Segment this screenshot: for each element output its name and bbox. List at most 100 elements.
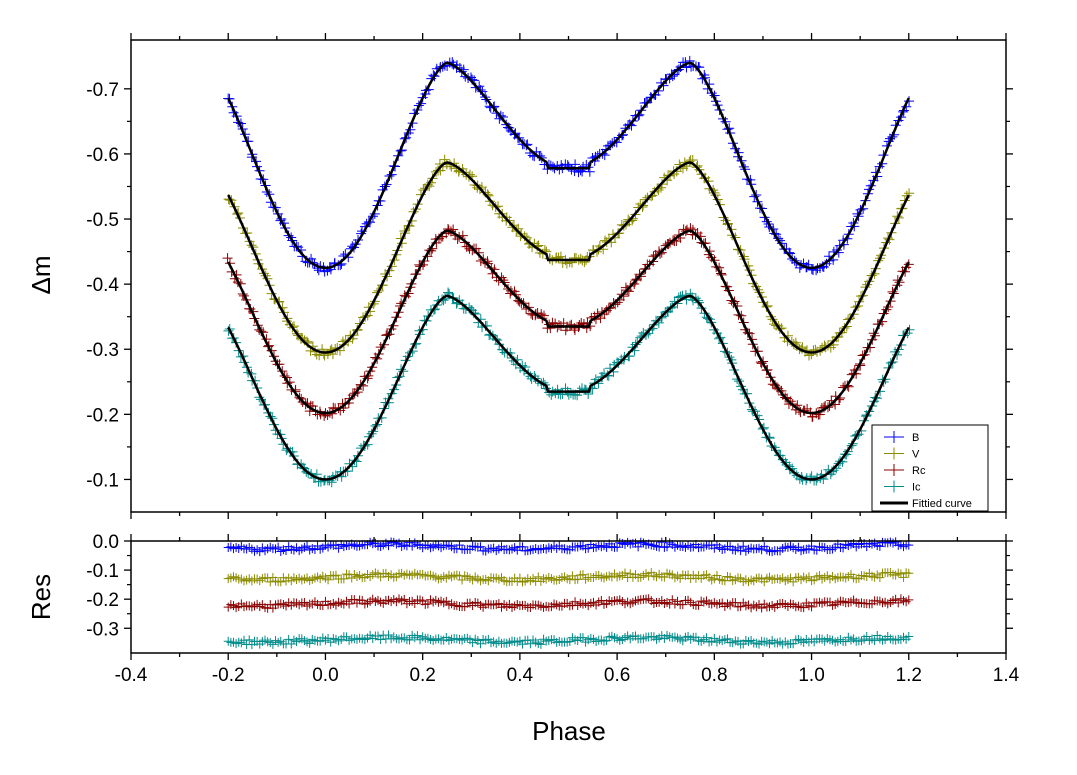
residual-point (604, 571, 614, 581)
residual-point (738, 541, 748, 551)
residual-point (305, 575, 315, 585)
residual-point (307, 634, 317, 644)
residual-point (539, 634, 549, 644)
residual-point (673, 571, 683, 581)
residual-point (807, 576, 817, 586)
residual-point (596, 542, 606, 552)
residual-point (712, 599, 722, 609)
residual-point (552, 600, 562, 610)
residual-point (846, 569, 856, 579)
residual-point (796, 575, 806, 585)
residual-point (699, 542, 709, 552)
legend-label: Ic (912, 482, 921, 494)
residual-point (709, 598, 719, 608)
residual-point (481, 546, 491, 556)
residual-point (452, 601, 462, 611)
residual-point (743, 577, 753, 587)
residual-point (428, 542, 438, 552)
residual-point (494, 544, 504, 554)
residual-point (391, 634, 401, 644)
legend-marker (884, 464, 904, 476)
residual-point (299, 574, 309, 584)
residual-point (399, 540, 409, 550)
residual-point (247, 602, 257, 612)
residual-point (457, 635, 467, 645)
residual-point (870, 636, 880, 646)
residual-point (460, 571, 470, 581)
residual-point (893, 568, 903, 578)
residual-point (633, 595, 643, 605)
residual-point (612, 542, 622, 552)
residual-point (410, 633, 420, 643)
residual-point (410, 568, 420, 578)
residual-point (525, 545, 535, 555)
residual-point (646, 540, 656, 550)
residual-point (859, 571, 869, 581)
residual-point (365, 537, 375, 547)
residual-point (491, 546, 501, 556)
residual-point (843, 541, 853, 551)
residual-point (904, 632, 914, 642)
residual-point (418, 569, 428, 579)
fitted-curve-rc (227, 229, 910, 415)
residual-point (765, 572, 775, 582)
legend-entry: Ic (884, 480, 921, 494)
residual-point (838, 597, 848, 607)
x-tick-label: 0.4 (507, 665, 534, 686)
residual-point (573, 600, 583, 610)
residual-point (670, 599, 680, 609)
residual-point (260, 635, 270, 645)
x-tick-label: -0.2 (212, 665, 245, 686)
residual-point (822, 634, 832, 644)
residual-point (357, 634, 367, 644)
residual-point (683, 540, 693, 550)
residual-point (725, 600, 735, 610)
residual-point (341, 569, 351, 579)
residual-point (307, 544, 317, 554)
residual-point (310, 597, 320, 607)
residual-point (447, 542, 457, 552)
residual-point (465, 573, 475, 583)
residual-point (649, 541, 659, 551)
x-tick-label: -0.4 (115, 665, 148, 686)
residual-point (878, 598, 888, 608)
residual-point (688, 600, 698, 610)
residual-point (893, 598, 903, 608)
y-tick-label: -0.1 (86, 561, 119, 582)
residual-point (405, 635, 415, 645)
residual-point (360, 634, 370, 644)
residual-point (320, 635, 330, 645)
residual-point (633, 542, 643, 552)
residual-point (255, 639, 265, 649)
residual-point (599, 541, 609, 551)
residual-point (799, 545, 809, 555)
series-ic (223, 287, 915, 488)
residual-point (525, 576, 535, 586)
residual-points (223, 537, 914, 650)
residual-point (904, 595, 914, 605)
residual-point (242, 575, 252, 585)
residual-point (612, 634, 622, 644)
residual-point (796, 636, 806, 646)
residual-point (699, 635, 709, 645)
residual-point (599, 599, 609, 609)
legend-entry: Rc (884, 464, 926, 477)
residual-point (780, 637, 790, 647)
residual-point (828, 544, 838, 554)
residual-point (368, 570, 378, 580)
residual-point (281, 546, 291, 556)
data-point (574, 320, 585, 331)
fitted-curve-b (227, 61, 910, 270)
residual-point (423, 541, 433, 551)
light-curve-points (222, 55, 915, 488)
residual-point (722, 572, 732, 582)
residual-point (775, 546, 785, 556)
residual-point (767, 547, 777, 557)
residual-point (825, 635, 835, 645)
residual-point (236, 574, 246, 584)
y-tick-label: -0.2 (86, 405, 119, 426)
y-tick-label: -0.5 (86, 210, 119, 231)
residual-point (720, 544, 730, 554)
residual-point (891, 635, 901, 645)
residual-point (678, 541, 688, 551)
